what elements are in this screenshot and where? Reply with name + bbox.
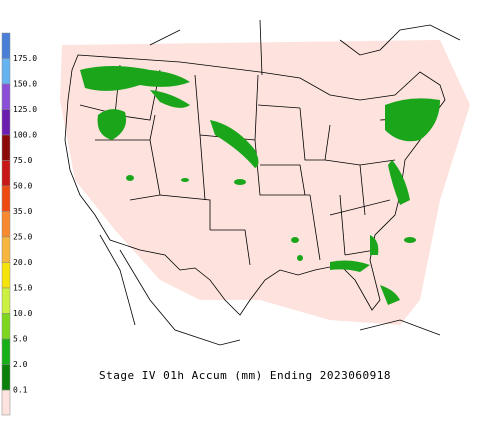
legend-swatch (1, 134, 11, 161)
legend-label: 10.0 (13, 309, 32, 318)
map-title: Stage IV 01h Accum (mm) Ending 202306091… (99, 369, 391, 382)
legend-label: 125.0 (13, 105, 37, 114)
legend-swatch (1, 262, 11, 289)
legend-label: 2.0 (13, 360, 28, 369)
state-lines (79, 64, 421, 266)
legend-swatch (1, 83, 11, 110)
legend: 175.0 150.0 125.0 100.0 75.0 50.0 35.0 25.0 20.0… (1, 32, 37, 416)
legend-label: 100.0 (13, 131, 37, 140)
legend-swatch (1, 338, 11, 365)
legend-swatch (1, 287, 11, 314)
legend-swatch (1, 313, 11, 340)
legend-swatch (1, 109, 11, 136)
legend-label: 35.0 (13, 207, 32, 216)
precipitation (80, 66, 440, 305)
legend-label: 175.0 (13, 54, 37, 63)
legend-label: 20.0 (13, 258, 32, 267)
legend-swatch (1, 211, 11, 238)
legend-swatch (1, 160, 11, 187)
legend-label: 0.1 (13, 386, 28, 395)
legend-label: 75.0 (13, 156, 32, 165)
legend-swatch (1, 185, 11, 212)
legend-label: 15.0 (13, 284, 32, 293)
legend-swatch (1, 236, 11, 263)
legend-swatch (1, 58, 11, 85)
legend-base-swatch (1, 389, 11, 416)
border-lines (99, 19, 461, 346)
legend-label: 25.0 (13, 233, 32, 242)
legend-label: 50.0 (13, 182, 32, 191)
analysis-domain (60, 40, 470, 325)
legend-swatch (1, 364, 11, 391)
legend-label: 150.0 (13, 80, 37, 89)
legend-swatch (1, 32, 11, 59)
legend-label: 5.0 (13, 335, 28, 344)
